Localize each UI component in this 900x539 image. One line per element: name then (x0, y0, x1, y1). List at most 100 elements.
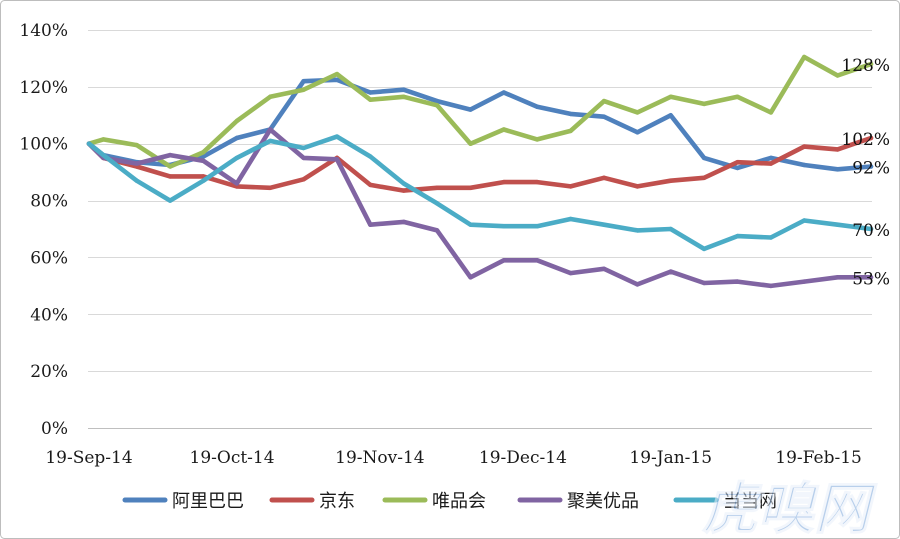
data-point (468, 222, 473, 227)
data-point (535, 179, 540, 185)
data-point (568, 184, 573, 189)
data-point (802, 279, 807, 284)
data-point (835, 222, 840, 227)
data-point (735, 160, 740, 165)
data-point (301, 79, 306, 84)
data-point (701, 155, 707, 161)
watermark-logo: 虎嗅网 (702, 477, 878, 539)
data-point (635, 110, 640, 115)
y-tick-label: 20% (30, 362, 68, 382)
legend-item: 当当网 (673, 491, 777, 512)
data-point (868, 275, 874, 280)
data-point (635, 228, 640, 233)
legend: 阿里巴巴 京东 唯品会 聚美优品 当当网 (122, 491, 777, 512)
legend-label: 唯品会 (432, 491, 486, 512)
data-point (868, 135, 874, 141)
end-value-labels: 92% 102% 128% 53% 70% (841, 56, 890, 289)
data-point (835, 73, 840, 78)
data-point (268, 138, 273, 144)
x-tick-label: 19-Jan-15 (629, 448, 712, 468)
data-point (735, 233, 740, 239)
x-tick-label: 19-Nov-14 (335, 448, 424, 468)
data-point (301, 87, 306, 92)
data-point (535, 137, 540, 142)
data-point (201, 150, 206, 155)
data-point (802, 162, 807, 168)
data-point (368, 182, 373, 188)
data-point (668, 113, 673, 118)
gridlines (88, 30, 872, 429)
data-point (134, 178, 139, 183)
legend-item: 京东 (269, 491, 355, 512)
data-point (434, 185, 440, 190)
data-point (802, 144, 807, 149)
data-point (635, 282, 640, 287)
data-point (835, 275, 840, 280)
data-point (768, 155, 774, 161)
y-tick-label: 40% (30, 305, 68, 325)
data-point (368, 90, 373, 95)
data-point (501, 179, 506, 185)
legend-label: 京东 (319, 491, 355, 512)
data-point (868, 226, 874, 232)
legend-label: 阿里巴巴 (172, 491, 244, 512)
end-value-label: 70% (852, 221, 890, 241)
x-axis-tick-labels: 19-Sep-14 19-Oct-14 19-Nov-14 19-Dec-14 19-J… (45, 448, 862, 468)
data-point (301, 177, 306, 182)
data-point (835, 167, 840, 172)
data-point (401, 87, 406, 92)
data-point (167, 174, 173, 179)
data-point (334, 134, 340, 139)
legend-label: 当当网 (723, 491, 777, 512)
data-point (86, 141, 92, 146)
data-point (501, 90, 506, 95)
data-point (401, 94, 406, 100)
data-point (334, 77, 340, 83)
data-point (101, 137, 106, 142)
data-point (668, 226, 673, 232)
data-point (768, 235, 774, 240)
x-tick-label: 19-Feb-15 (775, 448, 862, 468)
y-axis-tick-labels: 0% 20% 40% 60% 80% 100% 120% 140% (19, 21, 68, 439)
data-point (101, 152, 106, 158)
data-point (401, 181, 406, 186)
data-point (167, 198, 173, 203)
data-point (134, 161, 139, 166)
data-point (368, 222, 373, 227)
data-point (568, 111, 573, 117)
data-point (468, 275, 473, 280)
x-tick-label: 19-Sep-14 (45, 448, 132, 468)
data-point (234, 155, 239, 161)
data-point (668, 269, 673, 274)
data-point (701, 246, 707, 252)
y-tick-label: 140% (19, 21, 68, 41)
data-point (468, 107, 473, 112)
x-tick-label: 19-Oct-14 (190, 448, 275, 468)
data-point (668, 178, 673, 183)
legend-item: 唯品会 (382, 491, 486, 512)
legend-item: 聚美优品 (517, 491, 639, 512)
data-point (501, 224, 506, 229)
data-point (601, 175, 607, 180)
legend-item: 阿里巴巴 (122, 491, 244, 512)
legend-label: 聚美优品 (567, 491, 639, 512)
data-point (234, 118, 239, 124)
data-point (301, 155, 306, 161)
end-value-label: 102% (841, 130, 890, 150)
y-tick-label: 80% (30, 192, 68, 212)
data-point (535, 258, 540, 263)
series-5 (86, 134, 874, 252)
data-point (601, 222, 607, 227)
data-point (735, 94, 740, 100)
data-point (701, 280, 707, 286)
data-point (735, 279, 740, 284)
data-point (434, 103, 440, 108)
data-point (802, 218, 807, 223)
data-point (301, 145, 306, 151)
data-point (268, 185, 273, 190)
data-point (768, 161, 774, 166)
data-point (201, 178, 206, 183)
